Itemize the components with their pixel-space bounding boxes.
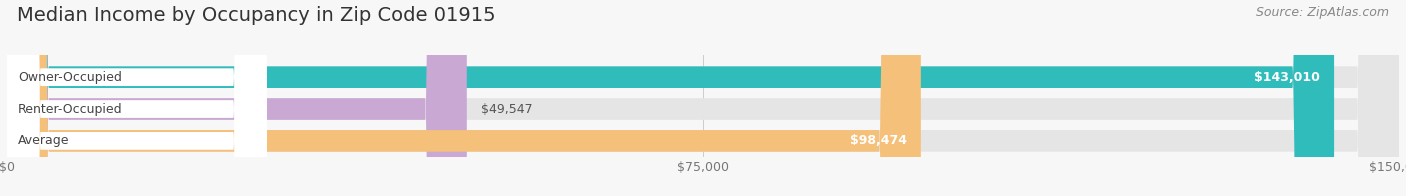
Text: Source: ZipAtlas.com: Source: ZipAtlas.com — [1256, 6, 1389, 19]
FancyBboxPatch shape — [7, 0, 1399, 196]
FancyBboxPatch shape — [7, 0, 921, 196]
Text: Owner-Occupied: Owner-Occupied — [18, 71, 122, 84]
Text: $98,474: $98,474 — [849, 134, 907, 147]
FancyBboxPatch shape — [7, 0, 1399, 196]
Text: $143,010: $143,010 — [1254, 71, 1320, 84]
FancyBboxPatch shape — [7, 0, 467, 196]
Text: Median Income by Occupancy in Zip Code 01915: Median Income by Occupancy in Zip Code 0… — [17, 6, 495, 25]
FancyBboxPatch shape — [7, 0, 267, 196]
FancyBboxPatch shape — [7, 0, 1399, 196]
Text: $49,547: $49,547 — [481, 103, 533, 115]
Text: Average: Average — [18, 134, 70, 147]
FancyBboxPatch shape — [7, 0, 267, 196]
FancyBboxPatch shape — [7, 0, 267, 196]
FancyBboxPatch shape — [7, 0, 1334, 196]
Text: Renter-Occupied: Renter-Occupied — [18, 103, 122, 115]
